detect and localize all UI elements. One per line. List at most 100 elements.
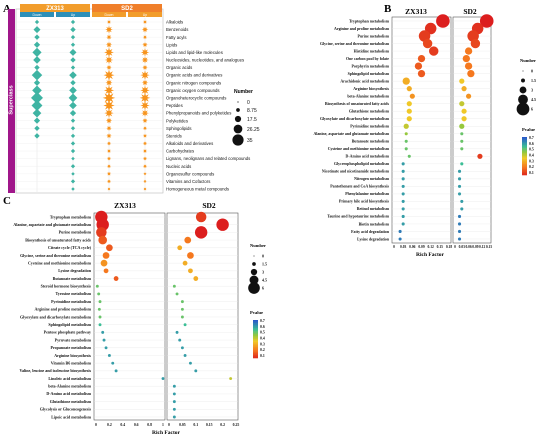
x-tick-label: 0 — [393, 245, 395, 249]
legend-size-dot — [237, 101, 239, 103]
x-tick-label: 0.15 — [437, 245, 443, 249]
star-point — [102, 91, 116, 105]
pathway-label: Nicotinate and nicotinamide metabolism — [322, 170, 390, 174]
legend-size-dot — [234, 115, 242, 123]
category-label: Sphingolipids — [166, 126, 192, 131]
colorbar-segment — [522, 149, 527, 152]
data-point — [103, 268, 109, 274]
legend-size-dot — [252, 262, 256, 266]
legend-size-dot — [522, 70, 524, 72]
legend-size-label: 8.75 — [247, 108, 257, 114]
pathway-label: Pentose phosphate pathway — [44, 330, 91, 335]
diamond-point — [70, 65, 76, 70]
star-point — [140, 85, 150, 95]
star-point — [141, 79, 149, 86]
x-tick-label: 0.2 — [107, 423, 112, 427]
category-label: Carbohydrates — [166, 149, 194, 154]
diamond-point — [70, 118, 76, 123]
xlabel-c: Rich Factor — [152, 430, 181, 436]
colorbar-segment — [253, 324, 258, 327]
data-point — [407, 154, 411, 158]
data-point — [180, 346, 184, 350]
data-point — [98, 235, 107, 245]
legend-size-label: 0 — [247, 100, 250, 106]
x-tick-label: 0.09 — [418, 245, 424, 249]
data-point — [98, 315, 102, 319]
legend-size-label: 1.5 — [531, 78, 536, 83]
data-point — [95, 284, 99, 288]
colorbar-segment — [522, 170, 527, 173]
legend-size-dot — [236, 108, 240, 112]
panel-c-plot-1 — [93, 212, 166, 421]
star-point — [142, 19, 148, 25]
diamond-point — [68, 93, 78, 103]
pathway-label: Purine metabolism — [59, 230, 92, 235]
pathway-label: Porphyrin metabolism — [351, 64, 389, 68]
colorbar-segment — [253, 342, 258, 345]
data-point — [107, 354, 111, 357]
legend-size-dot — [248, 282, 260, 294]
category-label: Nucleosides, nucleotides, and analogues — [166, 58, 244, 63]
colorbar-segment — [253, 323, 258, 326]
pathway-label: Alanine, aspartate and glutamate metabol… — [313, 132, 389, 136]
pathway-label: Primary bile acid biosynthesis — [339, 200, 390, 204]
data-point — [229, 377, 233, 380]
colorbar-segment — [522, 151, 527, 154]
legend-c-title: Number — [250, 243, 266, 248]
data-point — [406, 101, 412, 107]
star-point — [103, 85, 115, 96]
data-point — [404, 147, 408, 151]
colorbar-segment — [522, 168, 527, 171]
colorbar-segment — [253, 334, 258, 337]
legend-size-label: 6 — [262, 286, 264, 291]
pathway-label: Retinol metabolism — [357, 207, 390, 211]
legend-a-title: Number — [234, 89, 253, 95]
star-point — [142, 148, 148, 154]
colorbar-segment — [253, 337, 258, 340]
data-point — [403, 123, 409, 129]
data-point — [414, 62, 423, 70]
star-point — [106, 148, 112, 154]
diamond-point — [34, 64, 40, 71]
star-point — [142, 64, 148, 71]
colorbar-b-title: Pvalue — [522, 127, 535, 132]
data-point — [182, 260, 188, 266]
colorbar-segment — [253, 321, 258, 324]
pathway-label: Glutathione metabolism — [349, 110, 390, 114]
star-point — [105, 25, 113, 34]
pathway-label: Biosynthesis of unsaturated fatty acids — [25, 237, 91, 242]
pathway-label: Glycine, serine and threonine metabolism — [320, 42, 390, 46]
data-point — [402, 77, 410, 85]
data-point — [417, 69, 426, 78]
x-tick-label: 0.8 — [147, 423, 152, 427]
x-tick-label: 0.12 — [479, 245, 485, 249]
diamond-point — [70, 126, 76, 131]
legend-size-label: 3 — [531, 88, 533, 93]
diamond-point — [34, 34, 40, 40]
category-label: Lipids — [166, 42, 177, 47]
xlabel-b: Rich Factor — [416, 252, 445, 258]
pathway-label: Arachidonic acid metabolism — [340, 79, 389, 83]
data-point — [461, 116, 467, 122]
data-point — [183, 323, 187, 327]
x-tick-label: 0.09 — [472, 245, 478, 249]
data-point — [398, 229, 402, 234]
category-label: Lipids and lipid-like molecules — [166, 50, 223, 55]
star-point — [142, 42, 148, 48]
category-label: Organic acids and derivatives — [166, 73, 222, 78]
legend-size-dot — [519, 86, 527, 94]
data-point — [187, 252, 194, 259]
data-point — [114, 369, 118, 373]
chart-marks: Alkaloids Benzenoids Fatty acyls Lipids Lipi… — [13, 14, 536, 427]
pathway-label: Glutathione metabolism — [50, 399, 92, 404]
legend-size-label: 0 — [262, 254, 264, 259]
pathway-label: Histidine metabolism — [354, 49, 390, 53]
pathway-label: Tyrosine metabolism — [55, 291, 91, 296]
diamond-point — [34, 133, 40, 139]
colorbar-tick-label: 0.7 — [529, 136, 534, 140]
category-label: Phenylpropanoids and polyketides — [166, 111, 231, 116]
data-point — [404, 139, 408, 143]
data-point — [194, 369, 198, 373]
x-tick-label: 0.05 — [179, 423, 186, 427]
diamond-point — [33, 26, 41, 34]
